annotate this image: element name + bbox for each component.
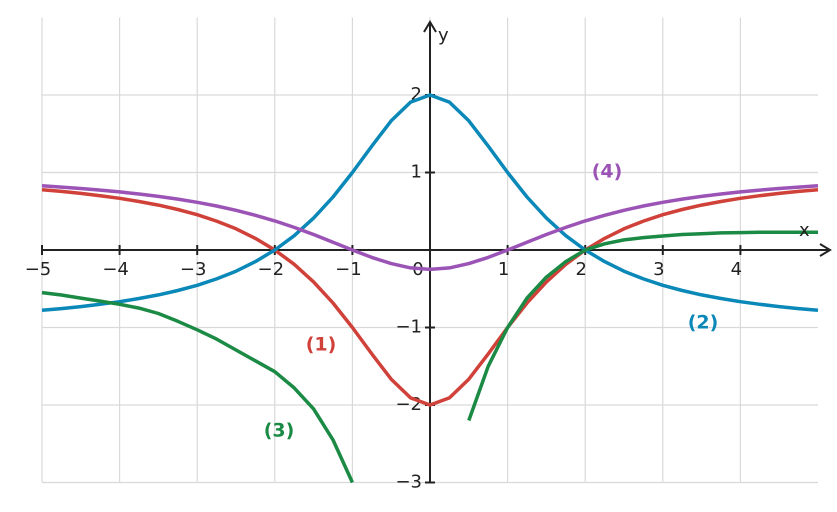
y-axis-label: y (438, 25, 449, 46)
x-tick-label: −2 (258, 259, 285, 280)
x-tick-label: 4 (731, 259, 742, 280)
y-tick-label: −1 (395, 317, 422, 338)
series-line (41, 187, 819, 407)
x-tick-label: 1 (498, 259, 509, 280)
y-axis-arrow (423, 20, 437, 33)
curve-label: (1) (306, 334, 337, 356)
y-tick-label: −3 (395, 472, 422, 493)
x-tick-label: −5 (25, 259, 52, 280)
x-tick-label: 2 (575, 259, 586, 280)
x-axis-label: x (799, 220, 810, 241)
curve-label: (3) (264, 420, 295, 442)
y-tick-label: 2 (411, 84, 422, 105)
series-line (41, 93, 819, 313)
series-line (41, 230, 818, 484)
curve-label: (4) (592, 161, 623, 183)
y-tick-label: 1 (411, 162, 422, 183)
curve-label: (2) (688, 312, 719, 334)
x-tick-label: −4 (102, 259, 129, 280)
x-tick-label: 3 (653, 259, 664, 280)
x-tick-label: −3 (180, 259, 207, 280)
series-line (41, 184, 819, 272)
axes: −5 −4 −3 −2 −1 0 1 2 3 4−3−2−112 (25, 20, 832, 493)
lines (41, 93, 819, 484)
x-tick-label: −1 (335, 259, 362, 280)
x-axis-arrow (819, 243, 832, 257)
